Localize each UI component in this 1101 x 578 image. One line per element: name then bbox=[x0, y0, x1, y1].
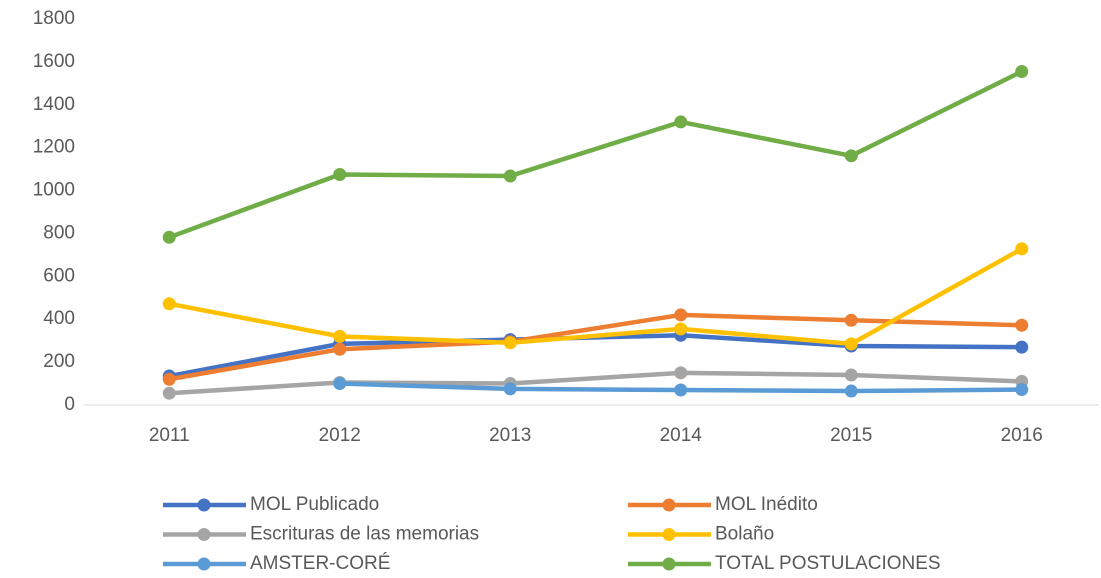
data-point bbox=[674, 115, 688, 129]
legend-label: MOL Inédito bbox=[715, 494, 818, 515]
x-tick-label: 2011 bbox=[149, 425, 190, 446]
legend-marker bbox=[197, 557, 211, 571]
legend-label: Bolaño bbox=[715, 524, 774, 545]
legend-label: TOTAL POSTULACIONES bbox=[715, 553, 941, 574]
y-tick-label: 1800 bbox=[33, 8, 75, 29]
y-tick-label: 1000 bbox=[33, 180, 75, 201]
y-tick-label: 1600 bbox=[33, 51, 75, 72]
data-point bbox=[674, 308, 688, 322]
data-point bbox=[162, 230, 176, 244]
data-point bbox=[844, 313, 858, 327]
data-point bbox=[162, 372, 176, 386]
data-point bbox=[674, 383, 688, 397]
data-point bbox=[844, 368, 858, 382]
data-point bbox=[162, 297, 176, 311]
data-point bbox=[333, 377, 347, 391]
y-tick-label: 600 bbox=[43, 265, 75, 286]
data-point bbox=[1015, 383, 1029, 397]
series-line bbox=[169, 370, 1022, 396]
data-point bbox=[503, 169, 517, 183]
data-point bbox=[1015, 242, 1029, 256]
legend-marker bbox=[197, 498, 211, 512]
data-point bbox=[333, 329, 347, 343]
data-point bbox=[674, 366, 688, 380]
data-point bbox=[162, 386, 176, 400]
y-tick-label: 800 bbox=[43, 222, 75, 243]
legend-marker bbox=[662, 498, 676, 512]
legend-marker bbox=[197, 528, 211, 541]
data-point bbox=[503, 336, 517, 350]
legend-label: AMSTER-CORÉ bbox=[250, 553, 390, 574]
x-tick-label: 2013 bbox=[489, 425, 531, 446]
y-tick-label: 200 bbox=[43, 351, 75, 372]
y-tick-label: 0 bbox=[64, 394, 75, 415]
series-line bbox=[168, 312, 1022, 382]
data-point bbox=[333, 342, 347, 356]
data-point bbox=[844, 337, 858, 351]
data-point bbox=[674, 322, 688, 336]
data-point bbox=[503, 382, 517, 396]
x-tick-label: 2016 bbox=[1001, 425, 1043, 446]
legend-label: MOL Publicado bbox=[250, 494, 379, 515]
series-line bbox=[168, 69, 1023, 240]
data-point bbox=[844, 149, 858, 163]
y-tick-label: 1200 bbox=[33, 137, 75, 158]
x-tick-label: 2012 bbox=[319, 425, 361, 446]
legend-label: Escrituras de las memorias bbox=[250, 524, 479, 545]
y-tick-label: 400 bbox=[43, 308, 75, 329]
y-tick-label: 1400 bbox=[33, 94, 75, 115]
data-point bbox=[844, 384, 858, 398]
x-tick-label: 2015 bbox=[830, 425, 872, 446]
x-tick-label: 2014 bbox=[660, 425, 703, 446]
data-point bbox=[1015, 340, 1029, 354]
data-point bbox=[1015, 318, 1029, 332]
legend-marker bbox=[662, 557, 676, 571]
series-line bbox=[168, 246, 1023, 347]
legend-marker bbox=[662, 528, 676, 541]
data-point bbox=[333, 167, 347, 181]
data-point bbox=[1015, 65, 1029, 79]
